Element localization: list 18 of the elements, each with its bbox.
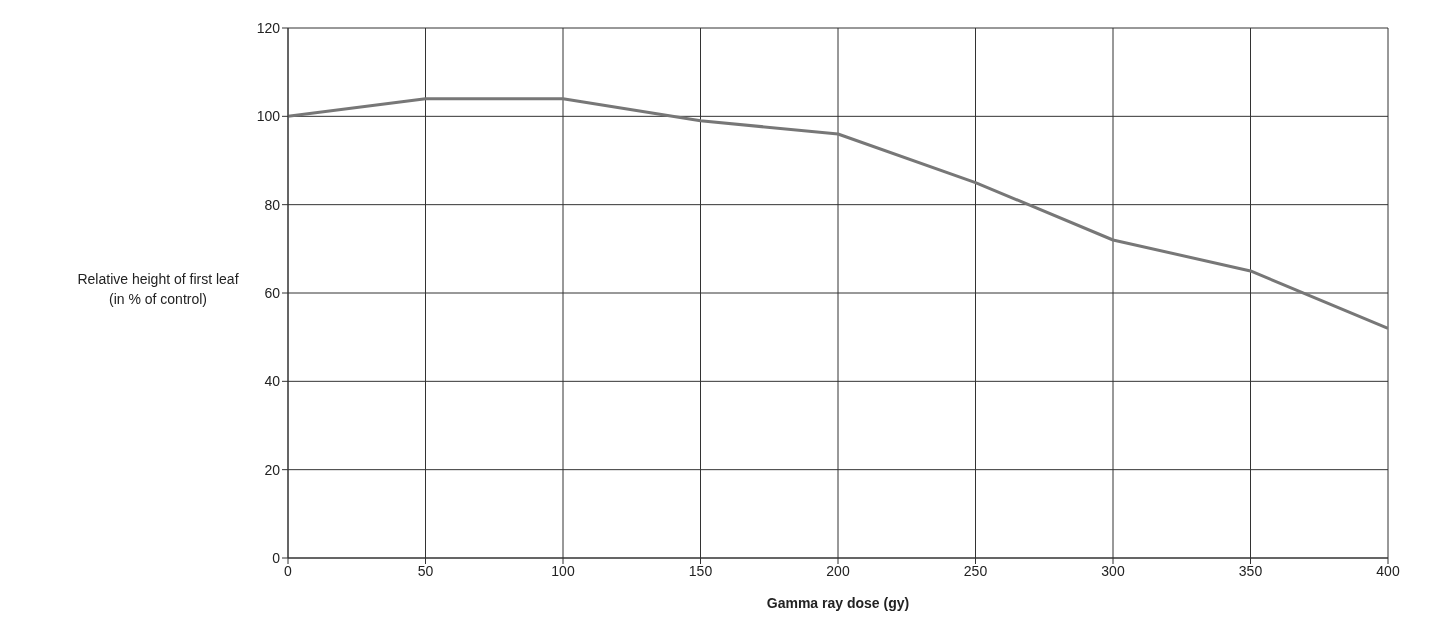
x-tick-label: 150 — [688, 562, 713, 579]
x-tick-label: 200 — [826, 562, 850, 579]
y-tick-label: 20 — [264, 461, 281, 478]
y-axis-title: Relative height of first leaf (in % of control) — [77, 271, 239, 307]
x-tick-label: 100 — [551, 562, 575, 579]
x-tick-label: 300 — [1101, 562, 1125, 579]
x-tick-label: 350 — [1238, 562, 1263, 579]
x-tick-label: 400 — [1376, 562, 1400, 579]
y-tick-label: 120 — [256, 19, 281, 36]
x-tick-label: 50 — [417, 562, 434, 579]
x-axis-title: Gamma ray dose (gy) — [766, 595, 910, 611]
y-tick-label: 60 — [264, 284, 281, 301]
y-tick-label: 100 — [256, 108, 281, 125]
x-tick-label: 0 — [284, 562, 293, 579]
y-tick-label: 80 — [264, 196, 281, 213]
x-tick-label: 250 — [963, 562, 988, 579]
y-tick-label: 0 — [272, 549, 281, 566]
y-tick-label: 40 — [264, 373, 281, 390]
